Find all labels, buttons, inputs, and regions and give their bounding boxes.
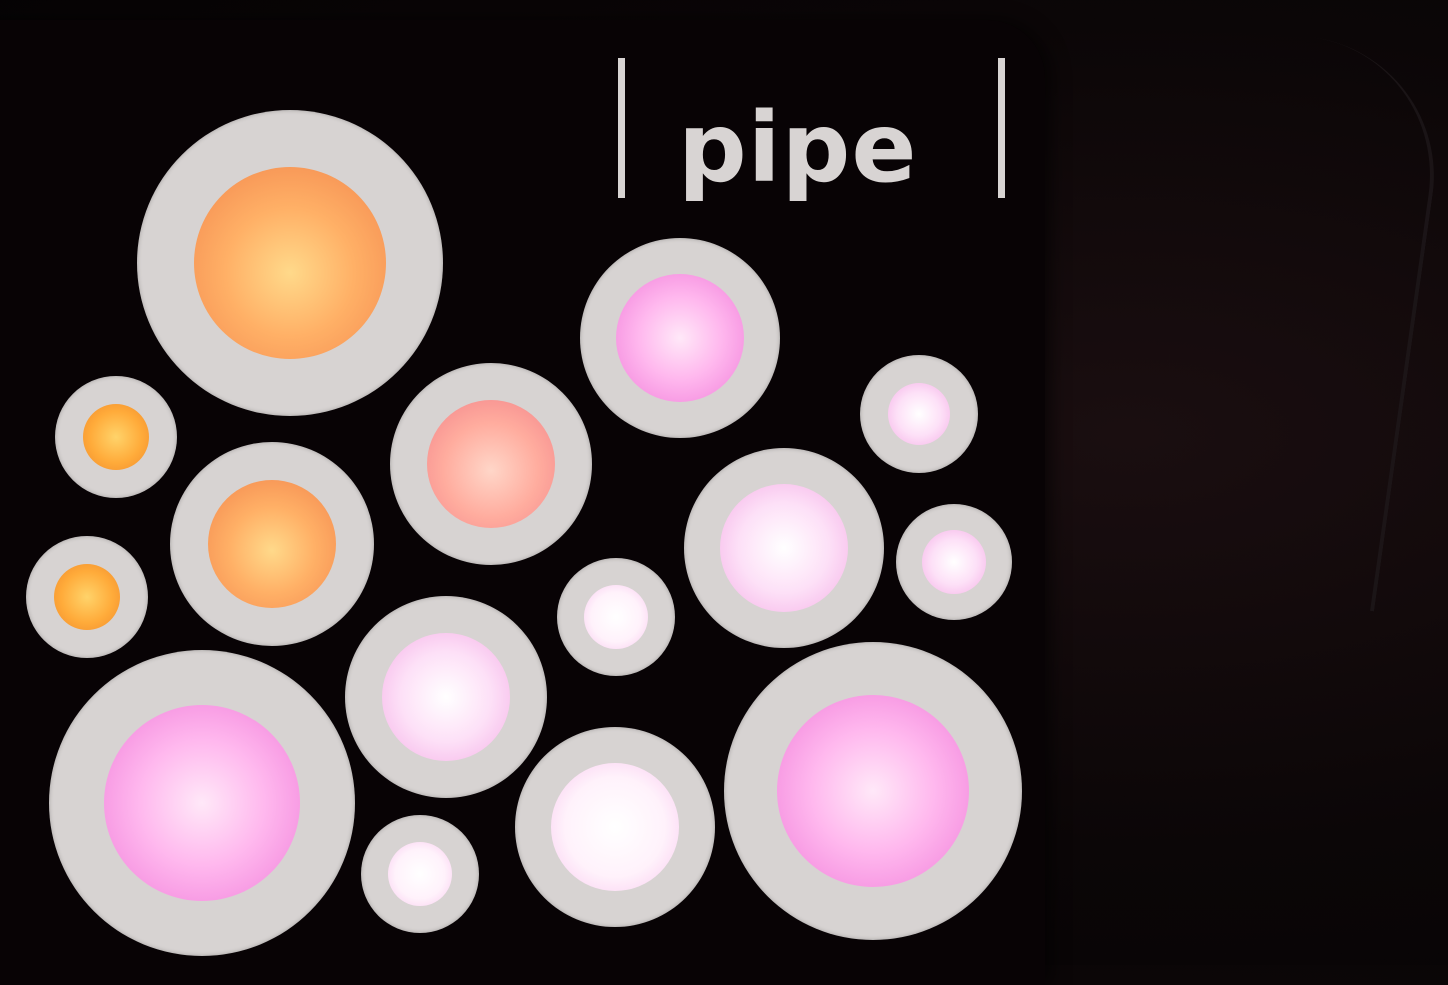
bubble-small-amber-top bbox=[55, 376, 177, 498]
bubble-small-white-center-light bbox=[584, 585, 648, 649]
bubble-large-orange-light bbox=[194, 167, 386, 359]
bubble-medium-pink-top bbox=[580, 238, 780, 438]
bubble-small-pale-right-bottom bbox=[896, 504, 1012, 620]
bubble-medium-pale-right bbox=[684, 448, 884, 648]
bubble-small-pale-right-top-light bbox=[888, 383, 950, 445]
bubble-medium-orange bbox=[170, 442, 374, 646]
bubble-small-amber-bottom bbox=[26, 536, 148, 658]
bubble-medium-white-bottom-light bbox=[551, 763, 679, 891]
pipe-wordmark: pipe bbox=[618, 52, 1010, 202]
bubble-small-pale-right-top bbox=[860, 355, 978, 473]
bubble-small-pale-right-bottom-light bbox=[922, 530, 986, 594]
wordmark-bar-left bbox=[618, 58, 625, 198]
bubble-medium-salmon bbox=[390, 363, 592, 565]
wordmark-text: pipe bbox=[678, 92, 918, 204]
bubble-medium-orange-light bbox=[208, 480, 336, 608]
bubble-medium-pale-center-light bbox=[382, 633, 510, 761]
bubble-medium-pink-top-light bbox=[616, 274, 744, 402]
bubble-large-pink-bottom-left bbox=[49, 650, 355, 956]
bubble-medium-pale-right-light bbox=[720, 484, 848, 612]
bubble-large-pink-bottom-right bbox=[724, 642, 1022, 940]
bubble-large-pink-bottom-right-light bbox=[777, 695, 969, 887]
bubble-large-orange bbox=[137, 110, 443, 416]
bubble-small-white-bottom bbox=[361, 815, 479, 933]
bubble-small-white-center bbox=[557, 558, 675, 676]
bubble-large-pink-bottom-left-light bbox=[104, 705, 300, 901]
bubble-small-amber-bottom-light bbox=[54, 564, 120, 630]
wordmark-bar-right bbox=[998, 58, 1005, 198]
bubble-small-amber-top-light bbox=[83, 404, 149, 470]
bubble-medium-salmon-light bbox=[427, 400, 555, 528]
background-cable bbox=[1172, 28, 1448, 612]
bubble-medium-white-bottom bbox=[515, 727, 715, 927]
bubble-medium-pale-center bbox=[345, 596, 547, 798]
bubble-small-white-bottom-light bbox=[388, 842, 452, 906]
